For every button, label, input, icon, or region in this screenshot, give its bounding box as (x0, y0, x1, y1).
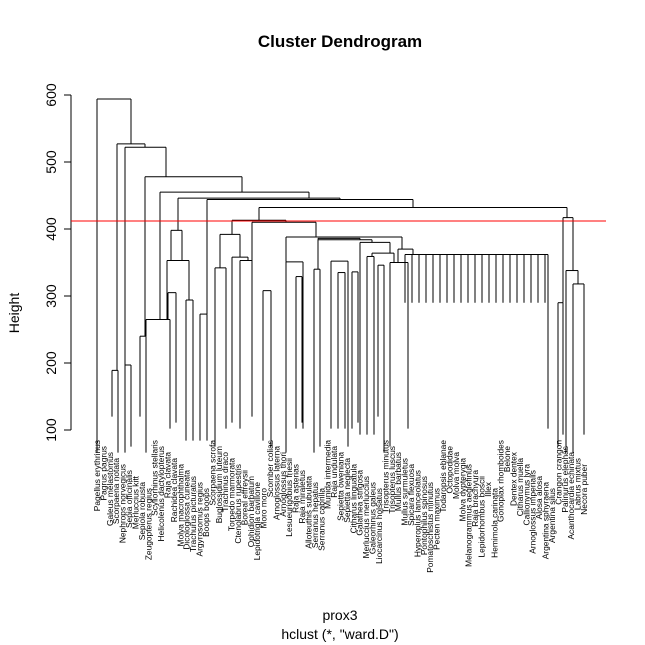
leaf-label: Necora puber (579, 464, 589, 515)
y-tick-label: 500 (43, 150, 59, 174)
leaf-label: Spicara flexuosa (406, 464, 416, 526)
dendrogram-branches (96, 98, 585, 453)
leaf-label: Merluccius kitt (130, 475, 140, 529)
leaf-label: Rachidea clavata (169, 458, 179, 523)
leaf-label: Dicologlossa cuneata (182, 470, 192, 550)
leaf-label: Sepietta oweniana (336, 452, 346, 521)
leaf-label: Labrus mixtus (573, 458, 583, 510)
leaf-label: Trachurus picturatus (188, 476, 198, 552)
leaf-label: Sepiola robusta (137, 482, 147, 541)
leaf-label: Moro moro (259, 488, 269, 529)
leaf-label: Buglossidium luteum (214, 446, 224, 523)
leaf-label: Illex (483, 481, 493, 497)
leaf-label: Nephrops norvegicus (118, 464, 128, 543)
leaf-label: Molva dypterygia (457, 458, 467, 522)
leaf-label: Hemimola carinata (489, 488, 499, 558)
leaf-label: Sepietta neglecta (342, 458, 352, 523)
leaf-label: Octopodidae (444, 446, 454, 494)
leaf-label: Scomber colias (265, 440, 275, 497)
leaf-label: Belone (502, 446, 512, 472)
leaf-label: Raja clavata (162, 452, 172, 498)
y-tick-label: 300 (43, 284, 59, 308)
leaf-label: Serranus cabrilla (316, 488, 326, 551)
leaf-label: Trisopterus minutus (380, 440, 390, 513)
leaf-label: Arnoglossus imperialis (528, 470, 538, 554)
y-axis-label: Height (6, 293, 22, 334)
leaf-label: Pomatoschistus minutus (425, 482, 435, 573)
leaf-label: Gonoplax rhomboides (496, 440, 506, 522)
leaf-label: Mullus barbatus (393, 452, 403, 511)
leaf-label: Hyperoplus lanceolatus (412, 470, 422, 557)
leaf-label: Serranus hepatus (310, 482, 320, 548)
leaf-label: Trisopterus luscus (387, 446, 397, 514)
leaf-label: Lesueurigobius friesii (284, 458, 294, 537)
leaf-label: Lepidorhombus boscii (476, 476, 486, 558)
leaf-label: Pagrus pagrus (98, 446, 108, 500)
leaf-label: Pecten maximus (432, 488, 442, 550)
leaf-label: Torpedo marmorata (227, 458, 237, 531)
leaf-label: Arnoglossus thori (278, 452, 288, 517)
leaf-label: Pontophilus spinosus (419, 476, 429, 555)
leaf-label: Alloteuthis subulata (303, 476, 313, 549)
leaf-label: Helicolenus dactylopterus (156, 446, 166, 541)
y-tick-label: 100 (43, 418, 59, 442)
leaf-label: Melanogrammus aeglefinus (464, 464, 474, 567)
y-tick-label: 600 (43, 83, 59, 107)
leaf-label: Palinurus elephas (560, 446, 570, 513)
leaf-label: Raja miraletus (297, 470, 307, 524)
chart-title: Cluster Dendrogram (258, 32, 422, 51)
leaf-label: Citharus linguatula (348, 464, 358, 534)
leaf-label: Molva molva (451, 452, 461, 499)
leaf-label: Boreal effreysii (239, 470, 249, 525)
leaf-label: Ophidion barbatum (246, 476, 256, 547)
leaf-label: Callionymus lyra (521, 464, 531, 526)
leaf-label: Scorpaena notata (111, 458, 121, 524)
leaf-label: Todaropsis eblanae (438, 440, 448, 513)
leaf-label: Ctenolabrus rupestris (233, 464, 243, 544)
leaf-label: Raja asterias (291, 464, 301, 513)
leaf-label: Liocarcinus holsatus (374, 488, 384, 564)
y-axis: 100 200 300 400 500 600 (43, 83, 72, 442)
leaf-label: Boops boops (201, 488, 211, 537)
y-tick-label: 200 (43, 351, 59, 375)
leaf-label: Raja brachyura (470, 470, 480, 527)
leaf-label: Argyrosomus regius (195, 482, 205, 556)
leaf-label: Galeus melastomus (105, 452, 115, 526)
leaf-label: Arnoglossus laterna (271, 446, 281, 520)
leaf-label: Sepia officinalis (124, 470, 134, 528)
leaf-label: Galathea strigosa (355, 470, 365, 536)
leaf-label: Lepidotrigla cavillone (252, 482, 262, 561)
leaf-label: Trachinus draco (220, 452, 230, 512)
leaf-label: Alosa alosa (534, 476, 544, 520)
method-sublabel: hclust (*, "ward.D") (281, 626, 398, 642)
leaf-label: Scorpaena scrofa (207, 440, 217, 506)
x-axis-label: prox3 (322, 607, 357, 623)
leaf-label: Zeugopterus regius (143, 488, 153, 560)
leaf-label: Acanthocardia echinata (566, 452, 576, 540)
leaf-label: Pagellus erythrinus (92, 440, 102, 511)
y-tick-label: 400 (43, 217, 59, 241)
leaf-label: Scyliorhinus stellaris (150, 440, 160, 516)
leaf-label: Dentex dentex (509, 451, 519, 506)
leaf-label: Galeorhinus galeus (368, 482, 378, 554)
leaf-label: Crangon crangon (553, 440, 563, 505)
leaf-label: Mullus surmuletus (400, 458, 410, 526)
leaf-label: Merluccius merluccius (361, 476, 371, 558)
leaf-label: Molva macrophthalma (175, 464, 185, 547)
leaf-label: Munida intermedia (323, 440, 333, 509)
leaf-label: Citharus muella (515, 458, 525, 517)
leaf-label: Raja undulata (329, 446, 339, 498)
leaf-label: Argentina sphyraena (541, 482, 551, 560)
leaf-label: Argentina silus (547, 488, 557, 543)
